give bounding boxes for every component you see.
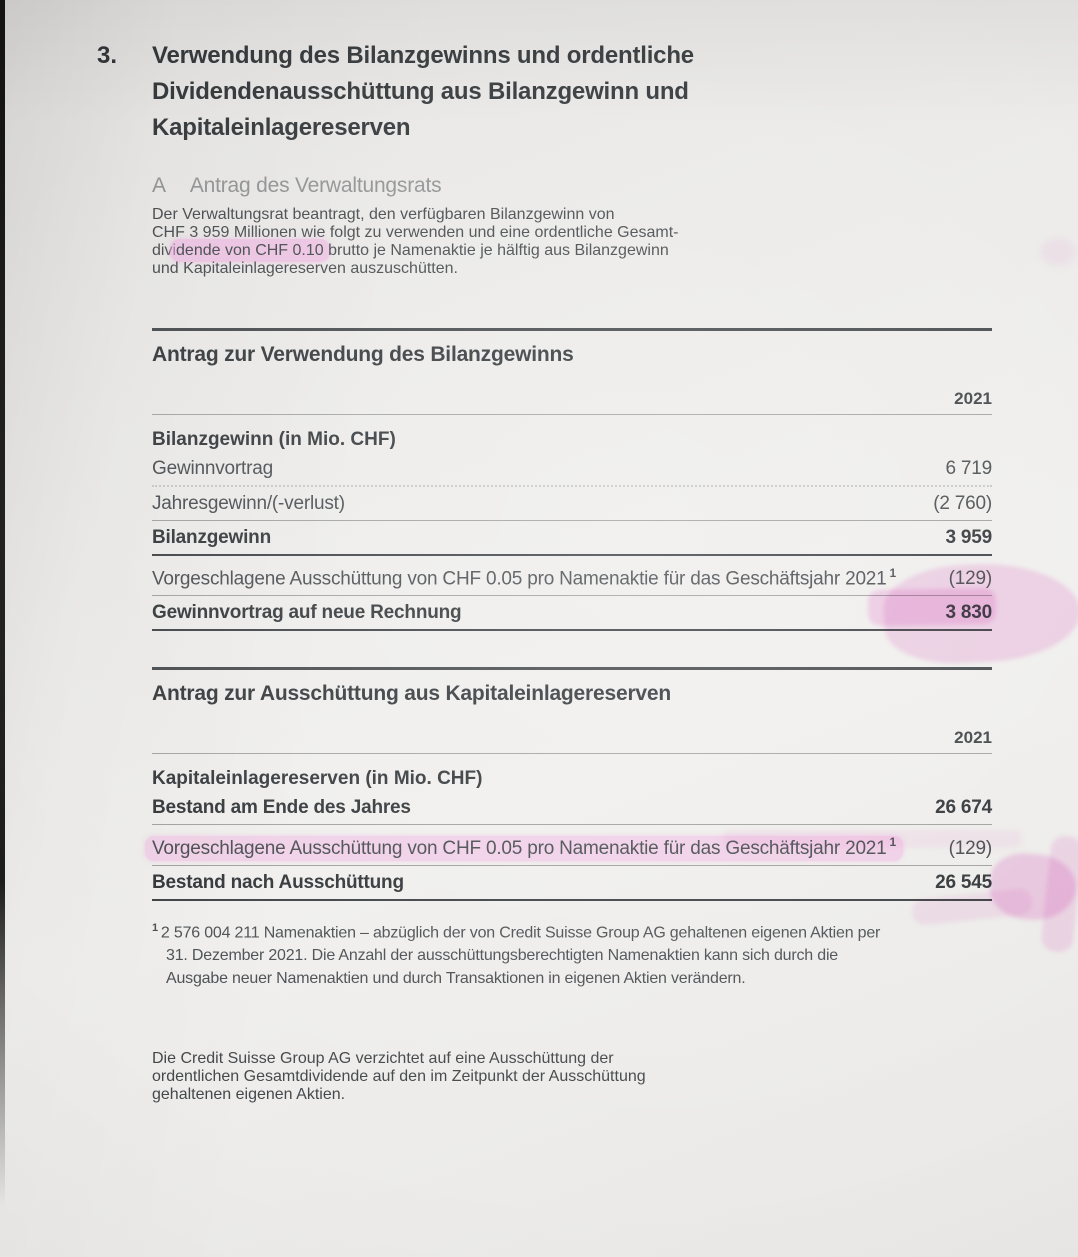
footnote-reference: 1 — [889, 835, 897, 850]
page-title-line: Verwendung des Bilanzgewinns und ordentl… — [152, 42, 694, 69]
table-divider — [152, 414, 992, 415]
row-value: (2 760) — [933, 493, 992, 514]
marker-highlight-row: Vorgeschlagene Ausschüttung von CHF 0.05… — [145, 835, 904, 861]
marker-highlight-dividend: dende von CHF 0.10 — [170, 239, 330, 262]
intro-line: Der Verwaltungsrat beantragt, den verfüg… — [152, 206, 615, 223]
row-value: 26 545 — [935, 871, 992, 893]
page-title-line: Dividendenausschüttung aus Bilanzgewinn … — [152, 78, 689, 105]
table-row-total: Gewinnvortrag auf neue Rechnung 3 830 — [152, 559, 1078, 668]
page-title: Verwendung des Bilanzgewinns und ordentl… — [152, 38, 992, 146]
row-label: Vorgeschlagene Ausschüttung von CHF 0.05… — [152, 566, 897, 590]
row-value: (129) — [948, 837, 993, 859]
table-title: Antrag zur Verwendung des Bilanzgewinns — [152, 343, 574, 366]
closing-line: ordentlichen Gesamtdividende auf den im … — [152, 1067, 646, 1085]
row-value: 3 959 — [945, 527, 992, 548]
table-row: Vorgeschlagene Ausschüttung von CHF 0.05… — [145, 825, 1022, 866]
footnote-line: 31. Dezember 2021. Die Anzahl der aussch… — [166, 946, 838, 964]
row-label: Gewinnvortrag — [152, 458, 273, 479]
footnote-line: Ausgabe neuer Namenaktien und durch Tran… — [166, 969, 746, 987]
agenda-item-heading: 3. Verwendung des Bilanzgewinns und orde… — [97, 38, 992, 146]
footnote-marker: 1 — [152, 921, 158, 934]
table-title: Antrag zur Ausschüttung aus Kapitaleinla… — [152, 682, 672, 706]
table-row: Jahresgewinn/(-verlust) (2 760) — [152, 487, 992, 521]
table-row: Vorgeschlagene Ausschüttung von CHF 0.05… — [152, 556, 993, 597]
table-section-label: Bilanzgewinn (in Mio. CHF) — [152, 429, 396, 450]
row-label: Bestand am Ende des Jahres — [152, 797, 411, 819]
table-divider — [152, 753, 992, 755]
page-content: 3. Verwendung des Bilanzgewinns und orde… — [97, 38, 1078, 1120]
closing-line: Die Credit Suisse Group AG verzichtet au… — [152, 1049, 614, 1067]
subsection-title: Antrag des Verwaltungsrats — [189, 174, 442, 197]
row-value: 6 719 — [945, 458, 992, 479]
row-label: Vorgeschlagene Ausschüttung von CHF 0.05… — [145, 830, 904, 861]
photo-edge-shadow — [0, 0, 5, 1257]
row-label: Gewinnvortrag auf neue Rechnung — [152, 602, 462, 624]
subsection-letter: A — [152, 174, 166, 197]
intro-line: CHF 3 959 Millionen wie folgt zu verwend… — [152, 224, 679, 241]
table-bilanzgewinn: Antrag zur Verwendung des Bilanzgewinns … — [152, 328, 1078, 668]
row-label: Jahresgewinn/(-verlust) — [152, 493, 345, 514]
marker-highlight-blob — [987, 850, 1078, 923]
table-row-total: Bestand nach Ausschüttung 26 545 — [152, 834, 1078, 954]
row-label: Bilanzgewinn — [152, 527, 271, 548]
table-year-header: 2021 — [954, 728, 992, 748]
row-value: 26 674 — [935, 797, 992, 819]
table-row: Gewinnvortrag 6 719 — [152, 452, 992, 487]
intro-line: und Kapitaleinlagereserven auszuschütten… — [152, 260, 458, 277]
row-value: (129) — [948, 568, 993, 590]
agenda-item-number: 3. — [97, 42, 118, 69]
row-label: Bestand nach Ausschüttung — [152, 871, 404, 893]
table-kapitaleinlagereserven: Antrag zur Ausschüttung aus Kapitaleinla… — [145, 667, 1078, 954]
table-section-label: Kapitaleinlagereserven (in Mio. CHF) — [152, 768, 483, 790]
intro-line: dividende von CHF 0.10 brutto je Namenak… — [152, 239, 992, 262]
table-year-header: 2021 — [954, 389, 992, 408]
table-row-total: Bilanzgewinn 3 959 — [152, 521, 992, 556]
page-title-line: Kapitaleinlagereserven — [152, 114, 411, 141]
table-row: Bestand am Ende des Jahres 26 674 — [152, 791, 992, 826]
row-value: 3 830 — [945, 602, 992, 624]
footnote-reference: 1 — [889, 566, 897, 580]
closing-line: gehaltenen eigenen Aktien. — [152, 1085, 346, 1103]
marker-smudge — [1040, 238, 1076, 266]
subsection-heading: A Antrag des Verwaltungsrats — [152, 172, 992, 200]
marker-highlight-blob — [1040, 834, 1078, 954]
